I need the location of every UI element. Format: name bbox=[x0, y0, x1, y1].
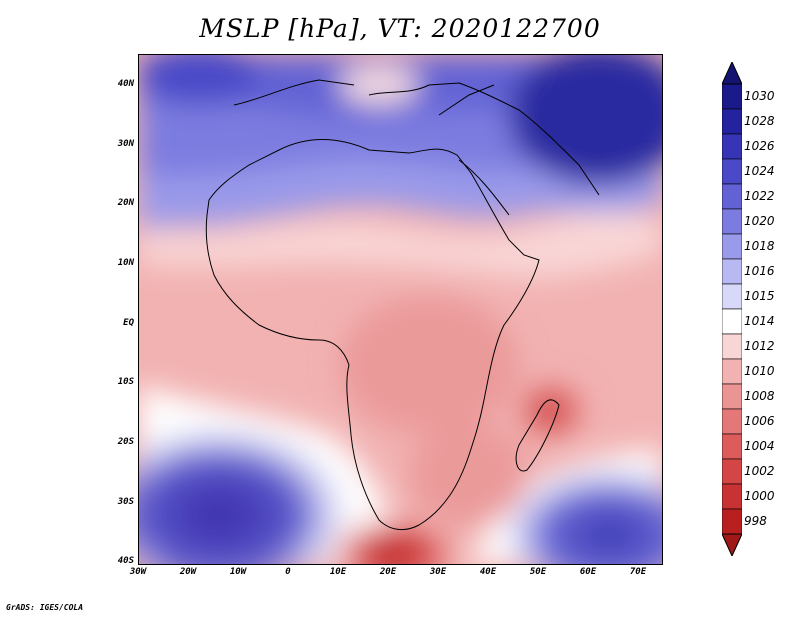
lat-label: 20N bbox=[117, 198, 134, 208]
colorbar-cell bbox=[722, 408, 742, 435]
lon-label: 40E bbox=[479, 567, 497, 577]
colorbar-cell bbox=[722, 458, 742, 485]
colorbar-label: 1022 bbox=[744, 188, 775, 203]
colorbar-label: 1004 bbox=[744, 438, 775, 453]
colorbar-label: 1000 bbox=[744, 488, 775, 503]
colorbar-label: 1030 bbox=[744, 88, 775, 103]
lat-label: 30N bbox=[117, 139, 134, 149]
mslp-map bbox=[138, 54, 663, 565]
colorbar-label: 1006 bbox=[744, 413, 775, 428]
lat-label: 10N bbox=[117, 258, 134, 268]
lon-label: 50E bbox=[529, 567, 547, 577]
colorbar-cell bbox=[722, 133, 742, 160]
colorbar-label: 998 bbox=[744, 513, 767, 528]
colorbar-cell bbox=[722, 108, 742, 135]
lat-label: 40S bbox=[117, 556, 134, 566]
lon-label: 20E bbox=[379, 567, 397, 577]
pressure-field bbox=[139, 55, 662, 564]
lat-label: EQ bbox=[123, 318, 134, 328]
colorbar-label: 1026 bbox=[744, 138, 775, 153]
lat-label: 30S bbox=[117, 497, 134, 507]
colorbar-cell bbox=[722, 183, 742, 210]
colorbar-cell bbox=[722, 208, 742, 235]
colorbar-cell bbox=[722, 258, 742, 285]
colorbar-label: 1020 bbox=[744, 213, 775, 228]
colorbar-cell bbox=[722, 383, 742, 410]
colorbar-label: 1018 bbox=[744, 238, 775, 253]
coastlines bbox=[205, 79, 600, 531]
colorbar-cell bbox=[722, 508, 742, 535]
colorbar-label: 1015 bbox=[744, 288, 775, 303]
footer-credit: GrADS: IGES/COLA bbox=[6, 603, 84, 612]
colorbar-cell bbox=[722, 158, 742, 185]
colorbar-high-arrow bbox=[722, 62, 742, 85]
lat-label: 40N bbox=[117, 79, 134, 89]
colorbar-label: 1008 bbox=[744, 388, 775, 403]
colorbar-cell bbox=[722, 308, 742, 335]
colorbar-cell bbox=[722, 233, 742, 260]
map-title: MSLP [hPa], VT: 2020122700 bbox=[199, 14, 601, 43]
colorbar-cell bbox=[722, 333, 742, 360]
lon-label: 30W bbox=[129, 567, 147, 577]
colorbar-cell bbox=[722, 358, 742, 385]
colorbar-cell bbox=[722, 433, 742, 460]
lon-label: 70E bbox=[629, 567, 647, 577]
lon-label: 60E bbox=[579, 567, 597, 577]
colorbar-cell bbox=[722, 283, 742, 310]
lon-label: 30E bbox=[429, 567, 447, 577]
colorbar-label: 1002 bbox=[744, 463, 775, 478]
pressure-shading bbox=[139, 55, 662, 564]
lon-label: 20W bbox=[179, 567, 197, 577]
colorbar-cell bbox=[722, 83, 742, 110]
colorbar-cell bbox=[722, 483, 742, 510]
lat-label: 10S bbox=[117, 377, 134, 387]
colorbar-label: 1028 bbox=[744, 113, 775, 128]
lat-label: 20S bbox=[117, 437, 134, 447]
lon-label: 0 bbox=[285, 567, 291, 577]
colorbar-label: 1014 bbox=[744, 313, 775, 328]
colorbar-label: 1010 bbox=[744, 363, 775, 378]
colorbar-label: 1016 bbox=[744, 263, 775, 278]
colorbar-label: 1012 bbox=[744, 338, 775, 353]
lon-label: 10W bbox=[229, 567, 247, 577]
colorbar-label: 1024 bbox=[744, 163, 775, 178]
colorbar-low-arrow bbox=[722, 533, 742, 556]
lon-label: 10E bbox=[329, 567, 347, 577]
colorbar bbox=[722, 62, 742, 556]
